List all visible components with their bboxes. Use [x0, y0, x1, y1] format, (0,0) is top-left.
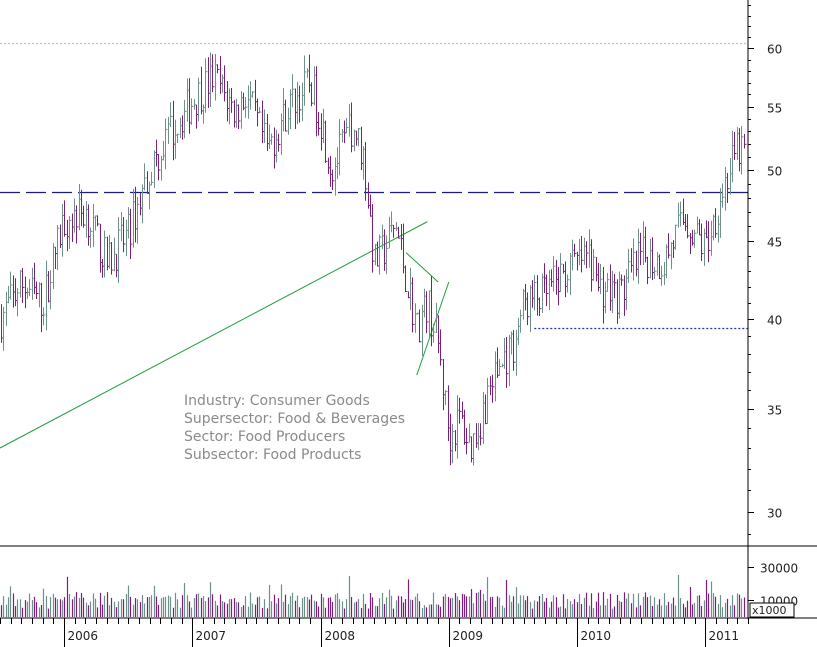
trend-lines	[0, 221, 450, 449]
vol-unit-box	[749, 602, 795, 618]
volume-bars	[0, 574, 746, 617]
info-sector: Sector: Food Producers	[184, 429, 345, 445]
y-tick-label: 50	[767, 165, 782, 179]
vol-tick-label: 30000	[760, 562, 798, 576]
info-text: Industry: Consumer Goods Supersector: Fo…	[184, 393, 405, 463]
x-tick-label: 2008	[325, 629, 356, 643]
chart-frame	[0, 0, 817, 619]
x-tick-label: 2010	[581, 629, 612, 643]
x-tick-label: 2007	[196, 629, 227, 643]
y-tick-label: 35	[767, 404, 782, 418]
price-bars	[1, 52, 747, 466]
vol-unit-label: x1000	[752, 604, 787, 617]
info-subsector: Subsector: Food Products	[184, 447, 361, 463]
info-supersector: Supersector: Food & Beverages	[184, 411, 405, 427]
trend-line	[0, 221, 428, 449]
y-tick-label: 40	[767, 314, 782, 328]
y-tick-label: 45	[767, 236, 782, 250]
y-tick-label: 60	[767, 43, 782, 57]
info-industry: Industry: Consumer Goods	[184, 393, 370, 409]
price-axis: 30 35 40 45 50 55 60	[748, 5, 782, 535]
time-axis: 2006 2007 2008 2009 2010 2011	[0, 618, 749, 647]
reference-lines	[0, 42, 748, 330]
x-tick-label: 2006	[68, 629, 99, 643]
trend-line	[416, 281, 450, 376]
x-tick-label: 2009	[453, 629, 484, 643]
x-tick-label: 2011	[709, 629, 740, 643]
y-tick-label: 55	[767, 102, 782, 116]
trend-line	[405, 252, 439, 283]
y-tick-label: 30	[767, 507, 782, 521]
